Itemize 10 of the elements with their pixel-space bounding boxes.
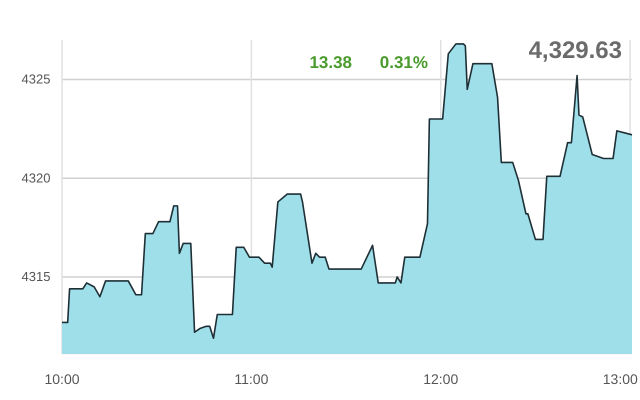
- x-tick-label: 10:00: [44, 370, 80, 387]
- annotation: 13.38: [309, 53, 352, 72]
- x-tick-label: 13:00: [602, 370, 638, 387]
- y-tick-label: 4320: [22, 170, 50, 186]
- y-tick-label: 4325: [22, 72, 50, 87]
- x-tick-label: 12:00: [423, 370, 458, 387]
- y-tick-label: 4315: [22, 269, 50, 284]
- annotation: 0.31%: [380, 53, 428, 72]
- annotation: 4,329.63: [528, 37, 622, 64]
- x-tick-label: 11:00: [234, 370, 269, 387]
